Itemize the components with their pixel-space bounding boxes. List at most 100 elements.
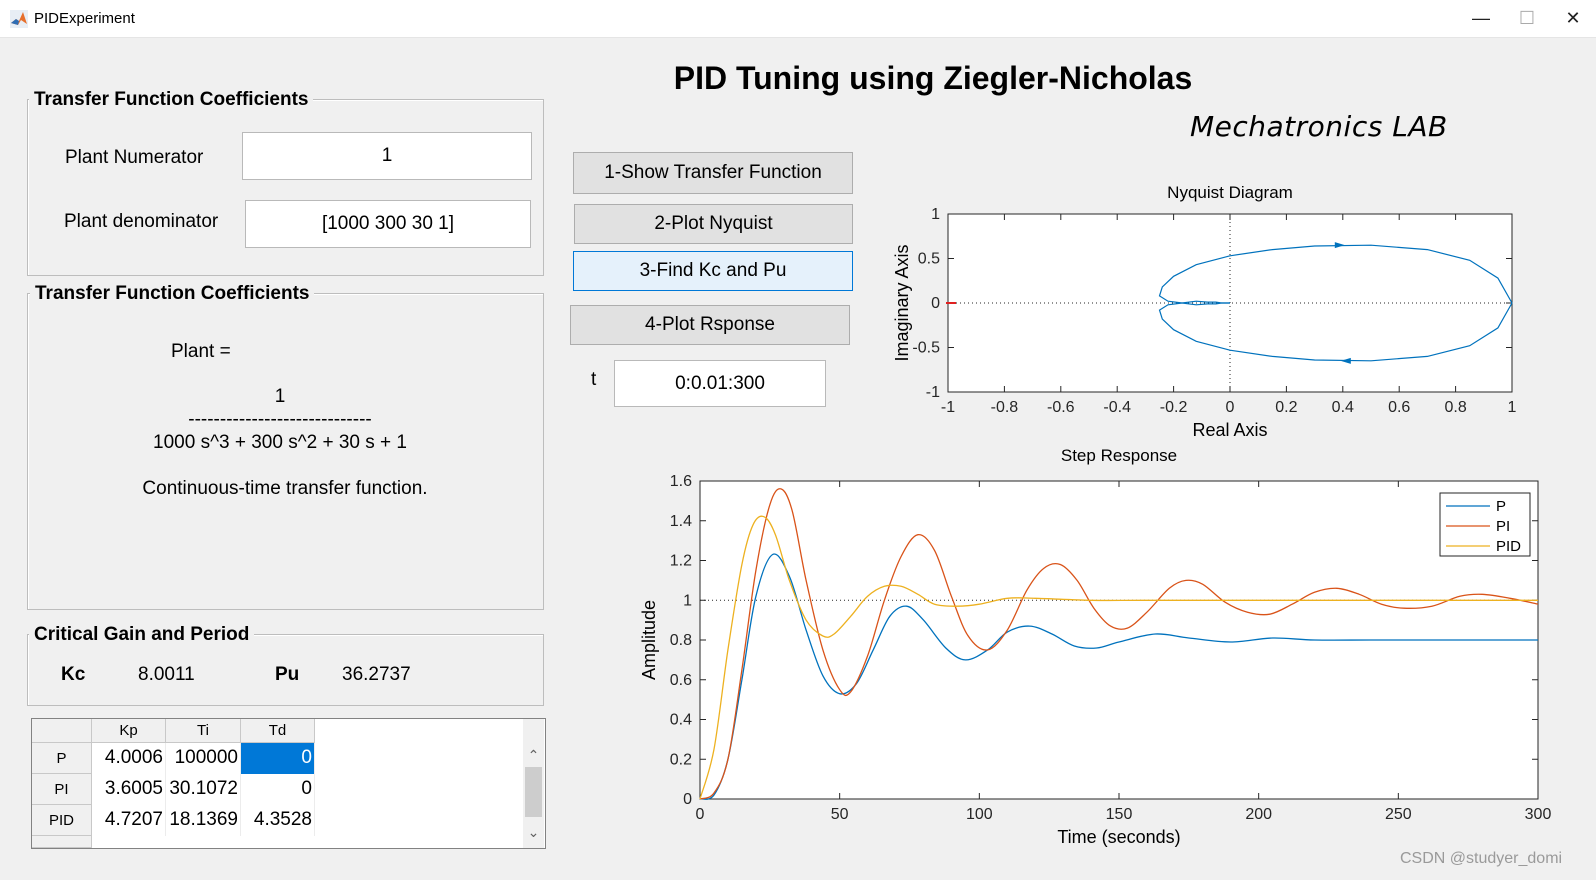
time-input[interactable]: 0:0.01:300 (614, 360, 826, 407)
row-header-p[interactable]: P (32, 743, 92, 774)
chart-title: Step Response (1061, 446, 1177, 465)
x-tick-label: 0.8 (1444, 399, 1466, 416)
kc-label: Kc (61, 664, 86, 685)
nyquist-chart: -1 -0.8 -0.6 -0.4 -0.2 0 0.2 0.4 0.6 0.8 1 -1 -0.5 0 0… (892, 183, 1517, 440)
scroll-down-icon[interactable]: ⌄ (527, 824, 540, 840)
x-tick-label: -0.2 (1160, 399, 1188, 416)
transfer-function-panel-title: Transfer Function Coefficients (30, 283, 315, 305)
cell-p-td[interactable]: 0 (241, 743, 315, 774)
y-tick-label: -1 (926, 384, 940, 401)
table-scrollbar[interactable]: ⌃ ⌄ (523, 719, 544, 848)
cell-pid-td[interactable]: 4.3528 (241, 805, 315, 836)
title-bar: PIDExperiment — ☐ ✕ (0, 0, 1596, 38)
x-tick-label: -0.8 (991, 399, 1019, 416)
minimize-button[interactable]: — (1458, 0, 1504, 37)
nyquist-arrow (1340, 357, 1351, 364)
cell-pid-kp[interactable]: 4.7207 (92, 805, 166, 836)
y-tick-label: 1.2 (670, 553, 692, 570)
legend-label-p: P (1496, 498, 1506, 515)
table-corner (32, 719, 92, 743)
x-tick-label: -0.4 (1103, 399, 1131, 416)
x-tick-label: 300 (1525, 806, 1552, 823)
x-tick-label: 50 (831, 806, 849, 823)
tf-numerator: 1 (274, 386, 286, 407)
x-tick-label: 0 (696, 806, 705, 823)
y-tick-label: 0.5 (918, 251, 940, 268)
step-response-chart: 0 50 100 150 200 250 300 0 0.2 0.4 0.6 0.8 1 1.2 1.4 1.… (639, 446, 1552, 847)
series-line-pid (699, 515, 1538, 800)
coefficients-panel-title: Transfer Function Coefficients (29, 89, 314, 111)
window-title: PIDExperiment (34, 10, 135, 27)
numerator-label: Plant Numerator (65, 147, 204, 168)
x-axis-label: Time (seconds) (1057, 827, 1180, 847)
y-tick-label: -0.5 (912, 340, 940, 357)
y-tick-label: 0.8 (670, 632, 692, 649)
plot-nyquist-button[interactable]: 2-Plot Nyquist (574, 204, 853, 244)
cell-pi-kp[interactable]: 3.6005 (92, 774, 166, 805)
row-header-empty (32, 836, 92, 848)
column-header-ti[interactable]: Ti (166, 719, 241, 743)
series-line-pi (699, 488, 1539, 800)
x-tick-label: -1 (941, 399, 955, 416)
x-tick-label: 100 (966, 806, 993, 823)
cell-pi-td[interactable]: 0 (241, 774, 315, 805)
scroll-up-icon[interactable]: ⌃ (527, 747, 540, 763)
x-tick-label: 0 (1226, 399, 1235, 416)
legend-label-pid: PID (1496, 538, 1521, 555)
close-icon: ✕ (1565, 8, 1581, 28)
denominator-label: Plant denominator (64, 211, 219, 232)
column-header-td[interactable]: Td (241, 719, 315, 743)
y-tick-label: 0.6 (670, 672, 692, 689)
y-tick-label: 1.6 (670, 473, 692, 490)
main-title: PID Tuning using Ziegler-Nicholas (673, 60, 1193, 96)
x-tick-label: 200 (1245, 806, 1272, 823)
critical-gain-panel (27, 634, 544, 706)
cell-p-ti[interactable]: 100000 (166, 743, 241, 774)
x-tick-label: 0.6 (1388, 399, 1410, 416)
row-header-pid[interactable]: PID (32, 805, 92, 836)
y-tick-label: 0.2 (670, 751, 692, 768)
minimize-icon: — (1472, 8, 1490, 28)
y-tick-label: 1 (683, 592, 692, 609)
plot-response-button[interactable]: 4-Plot Rsponse (570, 305, 850, 345)
y-axis-label: Amplitude (639, 600, 659, 680)
find-kc-pu-button[interactable]: 3-Find Kc and Pu (573, 251, 853, 291)
critical-gain-panel-title: Critical Gain and Period (29, 624, 255, 646)
x-axis-label: Real Axis (1192, 420, 1267, 440)
gains-table[interactable]: Kp Ti Td P 4.0006 100000 0 PI 3.6005 30.… (31, 718, 546, 849)
pu-label: Pu (275, 664, 300, 685)
maximize-icon: ☐ (1518, 8, 1536, 28)
kc-value: 8.0011 (138, 664, 195, 685)
nyquist-arrow (1334, 242, 1345, 249)
cell-pid-ti[interactable]: 18.1369 (166, 805, 241, 836)
coefficients-panel (27, 99, 544, 276)
x-tick-label: -0.6 (1047, 399, 1075, 416)
time-label: t (591, 369, 597, 390)
x-tick-label: 0.4 (1332, 399, 1354, 416)
x-tick-label: 1 (1508, 399, 1517, 416)
cell-p-kp[interactable]: 4.0006 (92, 743, 166, 774)
series-line-p (699, 553, 1538, 800)
numerator-input[interactable]: 1 (242, 132, 532, 180)
y-tick-label: 1 (931, 206, 940, 223)
scroll-thumb[interactable] (525, 767, 542, 817)
y-tick-label: 0 (683, 791, 692, 808)
cell-pi-ti[interactable]: 30.1072 (166, 774, 241, 805)
y-tick-label: 1.4 (670, 513, 692, 530)
tf-note: Continuous-time transfer function. (142, 478, 428, 499)
tf-fraction-bar: ----------------------------- (188, 409, 372, 430)
nyquist-branch-2 (1158, 244, 1513, 306)
y-axis-label: Imaginary Axis (892, 244, 912, 361)
close-button[interactable]: ✕ (1550, 0, 1596, 37)
maximize-button[interactable]: ☐ (1504, 0, 1550, 37)
watermark: CSDN @studyer_domi (1400, 850, 1563, 867)
nyquist-branch-1 (1158, 300, 1513, 362)
row-header-pi[interactable]: PI (32, 774, 92, 805)
y-tick-label: 0 (931, 295, 940, 312)
column-header-kp[interactable]: Kp (92, 719, 166, 743)
denominator-input[interactable]: [1000 300 30 1] (245, 200, 531, 248)
matlab-icon (10, 10, 28, 28)
pu-value: 36.2737 (342, 664, 411, 685)
legend-label-pi: PI (1496, 518, 1510, 535)
show-transfer-function-button[interactable]: 1-Show Transfer Function (573, 152, 853, 194)
